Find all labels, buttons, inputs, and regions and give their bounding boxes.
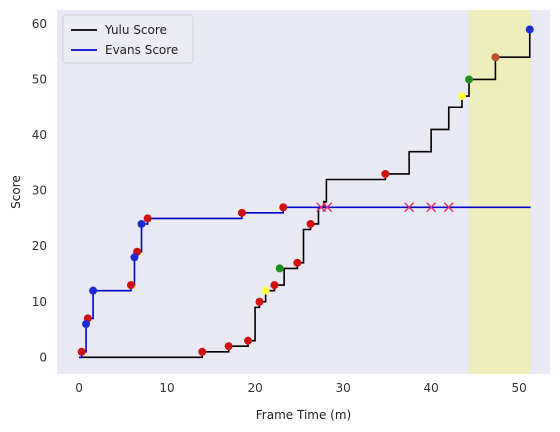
event-marker: [381, 169, 390, 178]
event-marker: [237, 208, 246, 217]
event-marker: [270, 281, 279, 290]
event-marker: [126, 281, 135, 290]
marker-layer: [77, 25, 534, 356]
x-tick-label: 20: [247, 381, 262, 395]
y-tick-label: 0: [39, 350, 47, 364]
event-marker: [306, 219, 315, 228]
event-marker: [275, 264, 284, 273]
legend-entry: Yulu Score: [104, 23, 167, 37]
series-line-evans-score: [79, 206, 531, 359]
plot-background: [57, 10, 550, 374]
y-tick-label: 30: [32, 184, 47, 198]
legend: Yulu Score Evans Score: [62, 14, 194, 64]
event-marker: [465, 75, 474, 84]
x-marker: [426, 202, 437, 213]
event-marker: [224, 342, 233, 351]
x-tick-label: 10: [159, 381, 174, 395]
event-marker: [244, 336, 253, 345]
x-marker: [443, 202, 454, 213]
axis-ticks: 0 10 20 30 40 50 0 10 20 30 40 50 60: [32, 17, 527, 395]
x-marker: [404, 202, 415, 213]
y-tick-label: 60: [32, 17, 47, 31]
event-marker: [77, 347, 86, 356]
x-marker: [322, 202, 333, 213]
event-marker: [130, 253, 139, 262]
x-marker-stroke: [404, 202, 415, 213]
x-axis-label: Frame Time (m): [256, 408, 351, 422]
event-marker: [89, 286, 98, 295]
highlight-span: [469, 10, 531, 374]
event-marker: [143, 214, 152, 223]
y-tick-label: 40: [32, 128, 47, 142]
y-tick-label: 50: [32, 72, 47, 86]
x-tick-label: 50: [512, 381, 527, 395]
y-tick-label: 20: [32, 239, 47, 253]
x-marker-stroke: [322, 202, 333, 213]
event-marker: [261, 286, 270, 295]
event-marker: [491, 53, 500, 62]
x-tick-label: 40: [424, 381, 439, 395]
x-marker-stroke: [443, 202, 454, 213]
x-marker-stroke: [426, 202, 437, 213]
y-tick-label: 10: [32, 295, 47, 309]
highlight-layer: [469, 10, 531, 374]
event-marker: [293, 258, 302, 267]
x-tick-label: 0: [75, 381, 83, 395]
legend-entry: Evans Score: [105, 43, 178, 57]
y-axis-label: Score: [9, 175, 23, 209]
event-marker: [82, 319, 91, 328]
event-marker: [255, 297, 264, 306]
x-tick-label: 30: [335, 381, 350, 395]
legend-box: [62, 14, 194, 64]
event-marker: [457, 92, 466, 101]
event-marker: [525, 25, 534, 34]
event-marker: [198, 347, 207, 356]
event-marker: [279, 203, 288, 212]
event-marker: [137, 219, 146, 228]
